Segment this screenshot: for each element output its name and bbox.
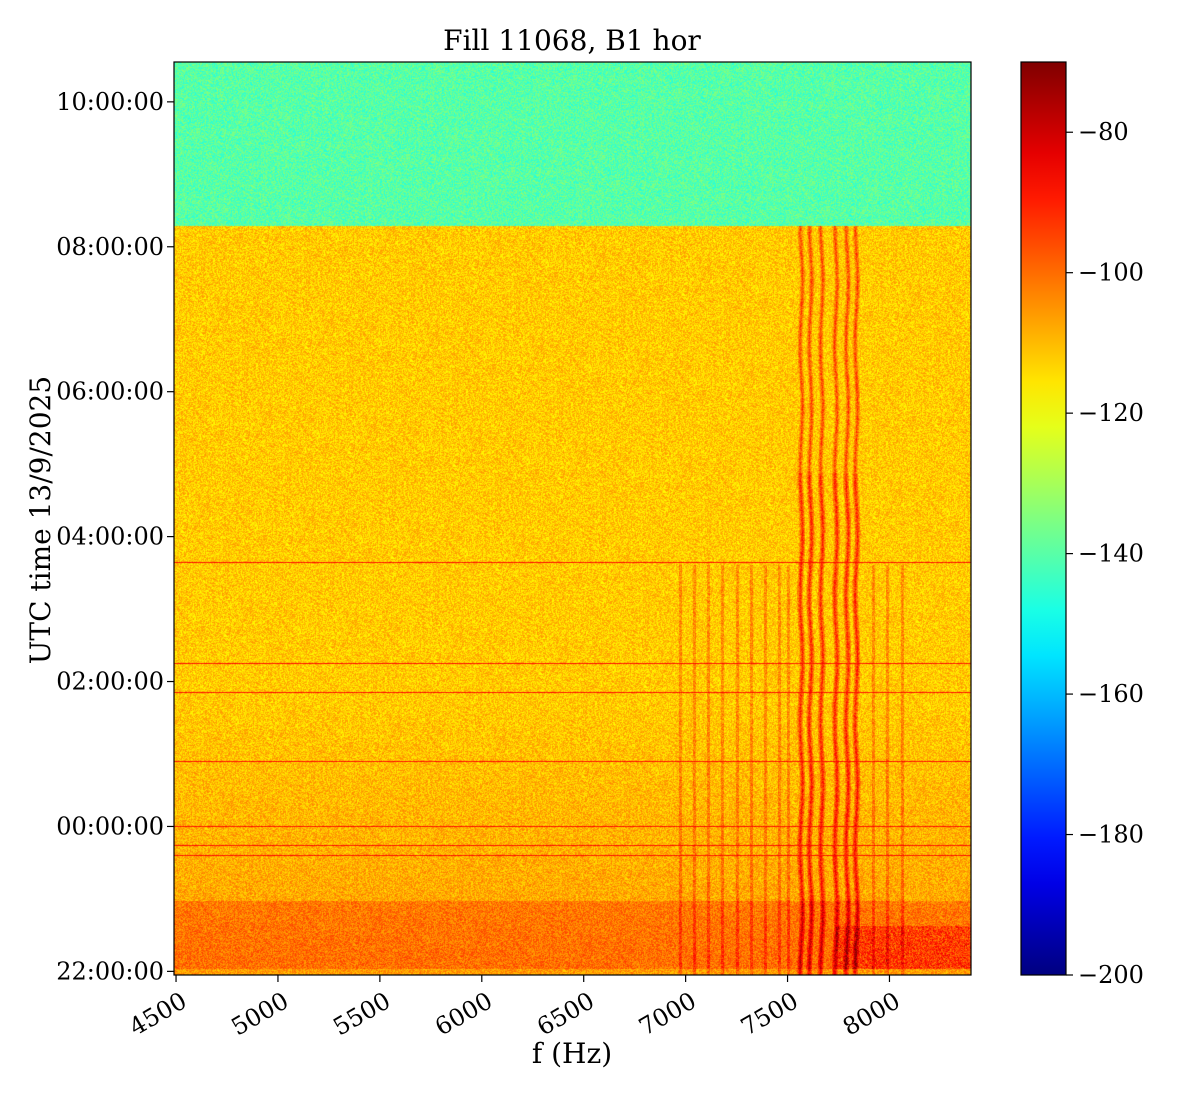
- colorbar-tick-label: −80: [1078, 118, 1129, 146]
- y-tick-label: 02:00:00: [56, 668, 164, 696]
- colorbar-tick-label: −100: [1078, 259, 1144, 287]
- x-tick-label: 5000: [226, 986, 293, 1041]
- y-tick-label: 04:00:00: [56, 523, 164, 551]
- x-tick-label: 7500: [736, 986, 803, 1041]
- x-axis: 4500 5000 5500 6000 6500 7000 7500 8000: [125, 975, 905, 1041]
- x-tick-label: 8000: [838, 986, 905, 1041]
- y-tick-label: 10:00:00: [56, 88, 164, 116]
- x-tick-label: 7000: [634, 986, 701, 1041]
- x-axis-label: f (Hz): [532, 1037, 612, 1070]
- plot-area: [174, 62, 971, 975]
- colorbar-tick-label: −140: [1078, 540, 1144, 568]
- x-tick-label: 6500: [532, 986, 599, 1041]
- y-tick-label: 22:00:00: [56, 957, 164, 985]
- colorbar-ticks: −80 −100 −120 −140 −160 −180 −200: [1066, 118, 1144, 989]
- y-tick-label: 06:00:00: [56, 378, 164, 406]
- spectrogram-image: [174, 62, 971, 975]
- y-tick-label: 08:00:00: [56, 233, 164, 261]
- x-tick-label: 4500: [125, 986, 192, 1041]
- colorbar-tick-label: −200: [1078, 961, 1144, 989]
- colorbar-tick-label: −160: [1078, 680, 1144, 708]
- y-tick-label: 00:00:00: [56, 812, 164, 840]
- x-tick-label: 6000: [430, 986, 497, 1041]
- colorbar-tick-label: −120: [1078, 399, 1144, 427]
- y-axis: 22:00:00 00:00:00 02:00:00 04:00:00 06:00:00…: [56, 88, 174, 986]
- colorbar: −80 −100 −120 −140 −160 −180 −200: [1021, 62, 1144, 989]
- colorbar-tick-label: −180: [1078, 821, 1144, 849]
- x-tick-label: 5500: [328, 986, 395, 1041]
- chart-title: Fill 11068, B1 hor: [443, 24, 701, 57]
- y-axis-label: UTC time 13/9/2025: [24, 376, 57, 664]
- colorbar-gradient: [1021, 62, 1066, 975]
